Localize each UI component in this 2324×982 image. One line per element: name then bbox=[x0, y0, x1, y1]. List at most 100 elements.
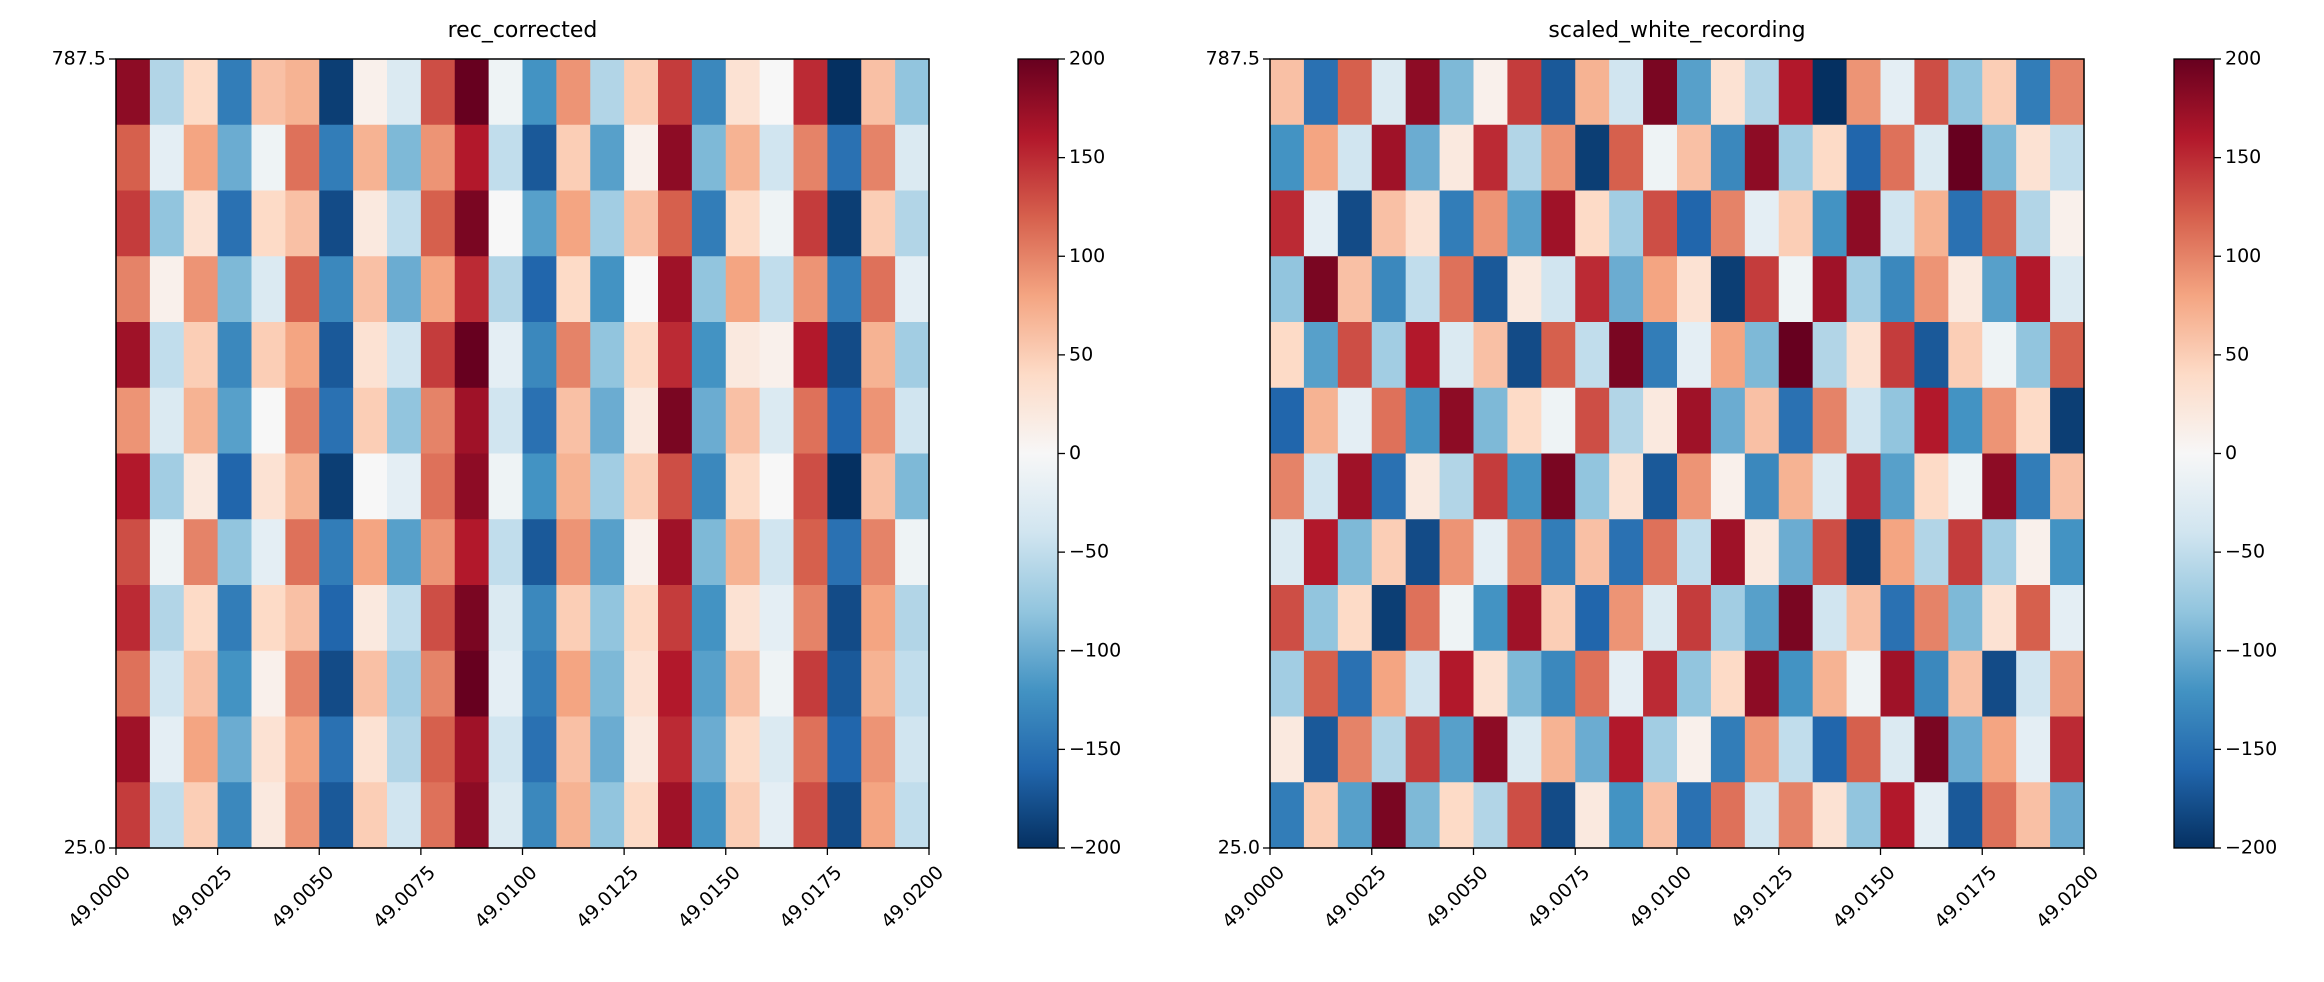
heatmap-cell bbox=[1982, 716, 2017, 783]
heatmap-cell bbox=[1405, 387, 1441, 455]
heatmap-cell bbox=[759, 650, 795, 718]
heatmap-cell bbox=[1982, 782, 2017, 849]
colorbar-tick-label: −150 bbox=[1069, 738, 1121, 760]
heatmap-cell bbox=[793, 124, 828, 192]
heatmap-cell bbox=[590, 59, 625, 126]
heatmap-cell bbox=[1982, 519, 2017, 586]
heatmap-cell bbox=[1575, 387, 1610, 455]
heatmap-cell bbox=[1405, 124, 1441, 192]
heatmap-cell bbox=[827, 256, 862, 323]
heatmap-cell bbox=[1270, 782, 1305, 849]
axes: rec_corrected 49.0000 49.0025 49.0050 49.007… bbox=[52, 18, 1122, 933]
heatmap-cell bbox=[1677, 387, 1712, 455]
heatmap-cell bbox=[116, 519, 151, 586]
heatmap-cell bbox=[1371, 322, 1407, 389]
heatmap-cell bbox=[1371, 585, 1407, 652]
heatmap-cell bbox=[1337, 124, 1373, 192]
heatmap-cell bbox=[1846, 519, 1882, 586]
heatmap-cell bbox=[454, 322, 490, 389]
heatmap-cell bbox=[691, 124, 727, 192]
heatmap-cell bbox=[488, 585, 524, 652]
heatmap-cell bbox=[1677, 650, 1712, 718]
heatmap-cell bbox=[1744, 519, 1780, 586]
heatmap-cell bbox=[590, 782, 625, 849]
heatmap-cell bbox=[1982, 387, 2017, 455]
heatmap-cell bbox=[1270, 453, 1305, 520]
heatmap-cell bbox=[658, 585, 693, 652]
heatmap-cell bbox=[183, 782, 219, 849]
heatmap-cell bbox=[658, 782, 693, 849]
heatmap-cell bbox=[1541, 782, 1576, 849]
heatmap-cell bbox=[2050, 782, 2085, 849]
heatmap-cell bbox=[116, 59, 151, 126]
heatmap-cell bbox=[251, 585, 286, 652]
heatmap-cell bbox=[1846, 453, 1882, 520]
x-tick-label: 49.0100 bbox=[1625, 862, 1696, 933]
heatmap-cell bbox=[658, 716, 693, 783]
heatmap-cell bbox=[691, 585, 727, 652]
heatmap-cell bbox=[691, 190, 727, 257]
heatmap-cell bbox=[2016, 59, 2051, 126]
heatmap-cell bbox=[353, 322, 388, 389]
heatmap-cell bbox=[420, 322, 456, 389]
heatmap-cell bbox=[861, 519, 896, 586]
heatmap-cell bbox=[149, 453, 185, 520]
heatmap-cell bbox=[522, 190, 557, 257]
heatmap-cell bbox=[1880, 519, 1916, 586]
heatmap-cell bbox=[861, 256, 896, 323]
heatmap-cell bbox=[217, 59, 253, 126]
heatmap-cell bbox=[1982, 650, 2017, 718]
heatmap-cell bbox=[624, 59, 659, 126]
heatmap-cell bbox=[488, 124, 524, 192]
heatmap-cell bbox=[420, 716, 456, 783]
heatmap-cell bbox=[353, 782, 388, 849]
heatmap-cell bbox=[1337, 453, 1373, 520]
heatmap-cell bbox=[658, 190, 693, 257]
heatmap-cell bbox=[522, 59, 557, 126]
heatmap-cell bbox=[116, 124, 151, 192]
heatmap-cell bbox=[1812, 519, 1848, 586]
heatmap-cell bbox=[149, 256, 185, 323]
heatmap-cell bbox=[725, 124, 761, 192]
heatmap-cell bbox=[1337, 387, 1373, 455]
heatmap-cell bbox=[1914, 322, 1949, 389]
heatmap-cell bbox=[1778, 190, 1814, 257]
heatmap-cell bbox=[1880, 322, 1916, 389]
heatmap-cell bbox=[1643, 322, 1678, 389]
heatmap-cell bbox=[1914, 650, 1949, 718]
heatmap-cell bbox=[1371, 124, 1407, 192]
heatmap-cell bbox=[2016, 453, 2051, 520]
heatmap-cell bbox=[1270, 124, 1305, 192]
heatmap-cell bbox=[1643, 190, 1678, 257]
heatmap-cell bbox=[556, 453, 591, 520]
colorbar bbox=[2173, 58, 2215, 849]
colorbar-tick-label: 50 bbox=[2225, 343, 2249, 365]
heatmap-cell bbox=[895, 322, 930, 389]
heatmap-cell bbox=[1677, 190, 1712, 257]
heatmap-cell bbox=[1575, 519, 1610, 586]
heatmap-cell bbox=[488, 453, 524, 520]
heatmap-cell bbox=[1643, 387, 1678, 455]
heatmap-cell bbox=[658, 124, 693, 192]
heatmap-cell bbox=[1982, 190, 2017, 257]
heatmap-cell bbox=[217, 782, 253, 849]
heatmap-cell bbox=[420, 453, 456, 520]
heatmap-cell bbox=[1812, 387, 1848, 455]
heatmap-cell bbox=[624, 585, 659, 652]
heatmap-cell bbox=[353, 585, 388, 652]
heatmap-cell bbox=[759, 59, 795, 126]
heatmap-cell bbox=[1575, 453, 1610, 520]
heatmap-cell bbox=[149, 782, 185, 849]
heatmap-cell bbox=[590, 387, 625, 455]
heatmap-cell bbox=[1609, 124, 1644, 192]
heatmap-cell bbox=[2016, 322, 2051, 389]
heatmap-cell bbox=[488, 387, 524, 455]
heatmap-cell bbox=[319, 190, 354, 257]
heatmap-cell bbox=[1710, 650, 1746, 718]
heatmap-cell bbox=[827, 453, 862, 520]
heatmap-cell bbox=[420, 124, 456, 192]
heatmap-cell bbox=[1270, 190, 1305, 257]
y-tick-label: 787.5 bbox=[52, 48, 106, 70]
heatmap-cell bbox=[658, 387, 693, 455]
